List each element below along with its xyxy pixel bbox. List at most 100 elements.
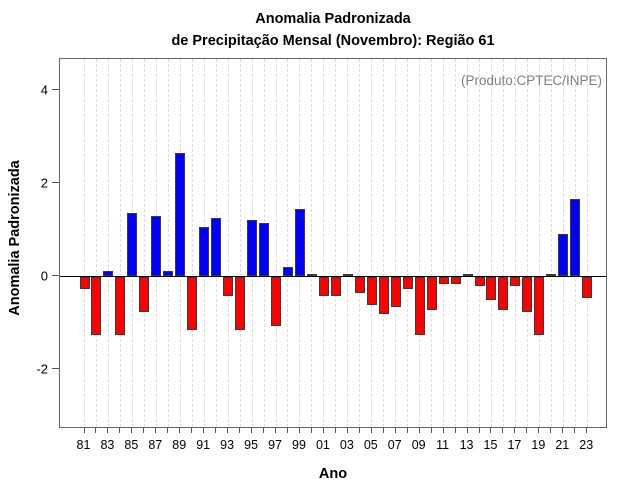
x-tick-2007 [394, 428, 396, 433]
bar-2017 [510, 277, 521, 286]
x-tick-1990 [191, 428, 193, 433]
gridline-2007 [395, 59, 397, 427]
x-tick-1991 [203, 428, 205, 433]
gridline-1990 [191, 59, 193, 427]
gridline-1986 [143, 59, 145, 427]
bar-1983 [103, 271, 114, 276]
y-tick-label--2: -2 [36, 361, 48, 376]
bar-1984 [115, 277, 126, 335]
gridline-1998 [287, 59, 289, 427]
x-tick-1982 [95, 428, 97, 433]
x-tick-2008 [406, 428, 408, 433]
gridline-1981 [84, 59, 85, 427]
x-tick-2003 [346, 428, 348, 433]
x-tick-2018 [526, 428, 528, 433]
x-tick-label-1985: 85 [124, 438, 139, 452]
x-tick-label-2019: 19 [531, 438, 546, 452]
bar-1991 [199, 227, 210, 276]
bar-2007 [390, 277, 401, 307]
chart-title-line-1: Anomalia Padronizada [255, 11, 411, 27]
y-tick-2 [52, 182, 59, 183]
gridline-2006 [383, 59, 385, 427]
bar-1993 [223, 277, 234, 296]
bar-2003 [342, 274, 353, 276]
bar-2020 [546, 274, 557, 276]
gridline-2018 [526, 59, 528, 427]
x-tick-2005 [370, 428, 372, 433]
bar-2008 [402, 277, 413, 289]
x-tick-2014 [478, 428, 480, 433]
bar-1981 [79, 277, 90, 289]
gridline-2009 [419, 59, 421, 427]
x-tick-label-2011: 11 [436, 438, 450, 452]
gridline-2002 [335, 59, 337, 427]
bar-1996 [259, 223, 270, 276]
gridline-2019 [538, 59, 540, 427]
x-tick-label-1981: 81 [76, 438, 91, 452]
bar-2002 [330, 277, 341, 296]
y-tick-0 [52, 275, 59, 276]
gridline-2015 [490, 59, 492, 427]
x-tick-1999 [298, 428, 300, 433]
x-tick-2022 [574, 428, 576, 433]
x-tick-2006 [382, 428, 384, 433]
x-tick-2000 [310, 428, 312, 433]
x-tick-1994 [239, 428, 241, 433]
x-tick-label-2013: 13 [459, 438, 474, 452]
x-tick-label-1993: 93 [220, 438, 235, 452]
y-tick-label-0: 0 [40, 268, 48, 283]
x-tick-label-2005: 05 [363, 438, 378, 452]
bar-2016 [498, 277, 509, 310]
bar-1988 [163, 271, 174, 276]
x-tick-2016 [502, 428, 504, 433]
x-axis-label: Ano [318, 466, 348, 482]
x-tick-2011 [442, 428, 444, 433]
gridline-1993 [227, 59, 229, 427]
x-tick-1981 [83, 428, 85, 433]
gridline-2012 [455, 59, 457, 427]
x-tick-label-2021: 21 [555, 438, 570, 452]
x-tick-1997 [275, 428, 277, 433]
x-tick-label-2015: 15 [483, 438, 498, 452]
bar-2011 [438, 277, 449, 284]
y-tick-4 [52, 89, 59, 90]
gridline-2003 [347, 59, 349, 427]
x-tick-2002 [334, 428, 336, 433]
x-tick-1984 [119, 428, 121, 433]
x-tick-label-2001: 01 [315, 438, 330, 452]
x-tick-2001 [322, 428, 324, 433]
gridline-2010 [431, 59, 433, 427]
x-tick-2020 [550, 428, 552, 433]
bar-2010 [426, 277, 437, 310]
x-tick-1995 [251, 428, 253, 433]
bar-2001 [318, 277, 329, 296]
x-tick-1987 [155, 428, 157, 433]
bar-1987 [151, 216, 162, 276]
x-tick-label-1987: 87 [148, 438, 163, 452]
chart-title: Anomalia Padronizada de Precipitação Men… [59, 8, 607, 52]
gridline-2008 [407, 59, 409, 427]
gridline-2014 [479, 59, 480, 427]
x-tick-2010 [430, 428, 432, 433]
x-tick-1983 [107, 428, 109, 433]
x-tick-label-1997: 97 [268, 438, 282, 452]
x-tick-1996 [263, 428, 265, 433]
gridline-1983 [107, 59, 109, 427]
gridline-2000 [311, 59, 313, 427]
bar-2000 [306, 274, 317, 276]
gridline-2005 [371, 59, 373, 427]
bar-2013 [462, 274, 473, 276]
x-tick-1985 [131, 428, 133, 433]
bar-1989 [175, 153, 186, 276]
x-tick-2019 [538, 428, 540, 433]
bar-1999 [294, 209, 305, 276]
x-tick-1992 [215, 428, 217, 433]
x-tick-1993 [227, 428, 229, 433]
bar-1986 [139, 277, 150, 312]
bar-1990 [187, 277, 198, 330]
x-tick-2009 [418, 428, 420, 433]
x-tick-1988 [167, 428, 169, 433]
x-tick-1989 [179, 428, 181, 433]
bar-2021 [558, 234, 569, 276]
